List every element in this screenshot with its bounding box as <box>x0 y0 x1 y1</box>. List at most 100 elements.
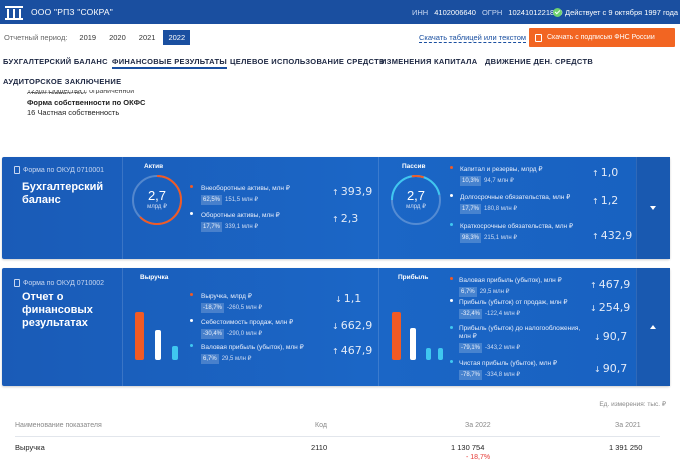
arrow-up-icon: ↑ <box>332 188 339 197</box>
item-value: 1,2 <box>600 194 619 207</box>
year-2022[interactable]: 2022 <box>163 29 191 45</box>
series-dot <box>450 277 453 280</box>
item-share: 98,3% <box>460 233 482 243</box>
assets-item-1[interactable]: Оборотные активы, млн ₽ 17,7% 339,1 млн ₽ <box>201 212 280 232</box>
profit-item-2[interactable]: Прибыль (убыток) до налогообложения, млн… <box>459 325 584 353</box>
assets-item-0-value: ↑ 393,9 <box>332 185 372 198</box>
balance-title: Бухгалтерский баланс <box>22 181 104 206</box>
profit-title: Прибыль <box>398 274 429 281</box>
results-form-text: Форма по ОКУД 0710002 <box>23 279 105 287</box>
series-dot <box>450 194 453 197</box>
liabilities-ring-unit: млрд ₽ <box>406 204 426 210</box>
period-label: Отчетный период: <box>4 32 68 42</box>
document-icon <box>14 279 20 287</box>
liabilities-ring-label: 2,7 млрд ₽ <box>388 188 444 210</box>
net-profit-bar <box>438 348 443 360</box>
tab-financial-results[interactable]: ФИНАНСОВЫЕ РЕЗУЛЬТАТЫ <box>112 57 228 69</box>
table-header: Наименование показателя Код За 2022 За 2… <box>15 422 660 437</box>
assets-item-0[interactable]: Внеоборотные активы, млн ₽ 62,5% 151,5 мл… <box>201 185 290 205</box>
company-info: 12300 Общества с ограниченной ответствен… <box>27 90 145 118</box>
row-2022: 1 130 754 <box>451 443 485 452</box>
revenue-item-1[interactable]: Себестоимость продаж, млн ₽ -30,4% -290,0… <box>201 319 293 339</box>
liabilities-item-2[interactable]: Краткосрочные обязательства, млн ₽ 98,3%… <box>460 223 573 243</box>
item-share: 6,7% <box>459 287 477 297</box>
check-icon <box>553 7 562 17</box>
item-share: -30,4% <box>201 329 225 339</box>
item-label: Прибыль (убыток) до налогообложения, млн… <box>459 325 581 340</box>
company-logo-icon[interactable] <box>3 3 25 21</box>
item-value: 432,9 <box>600 229 633 242</box>
assets-ring-unit: млрд ₽ <box>147 204 167 210</box>
assets-item-1-value: ↑ 2,3 <box>332 212 358 225</box>
top-bar: ООО "РПЗ "СОКРА" ИНН 4102006640 ОГРН 102… <box>0 0 680 24</box>
inn-value: 4102006640 <box>434 7 476 17</box>
download-signed-button[interactable]: Скачать с подписью ФНС России <box>529 28 675 47</box>
item-value: 90,7 <box>602 362 628 375</box>
gross-profit-bar <box>172 346 178 360</box>
tab-target-use[interactable]: ЦЕЛЕВОЕ ИСПОЛЬЗОВАНИЕ СРЕДСТВ <box>230 57 385 66</box>
item-sub: -122,4 млн ₽ <box>485 311 521 317</box>
arrow-up-icon: ↑ <box>592 232 599 241</box>
item-value: 2,3 <box>340 212 359 225</box>
assets-ring-chart <box>132 175 182 225</box>
item-sub: 94,7 млн ₽ <box>484 178 514 184</box>
tab-capital-changes[interactable]: ИЗМЕНЕНИЯ КАПИТАЛА <box>381 57 478 66</box>
gross-profit-bar <box>392 312 401 360</box>
profit-item-1[interactable]: Прибыль (убыток) от продаж, млн ₽ -32,4%… <box>459 299 568 319</box>
item-sub: 339,1 млн ₽ <box>225 224 259 230</box>
revenue-item-0[interactable]: Выручка, млрд ₽ -18,7% -260,5 млн ₽ <box>201 293 262 313</box>
item-sub: -343,2 млн ₽ <box>485 345 521 351</box>
chevron-down-icon <box>650 206 656 210</box>
item-sub: -334,8 млн ₽ <box>485 372 521 378</box>
item-share: -18,7% <box>201 303 225 313</box>
tab-cash-flow[interactable]: ДВИЖЕНИЕ ДЕН. СРЕДСТВ <box>485 57 594 66</box>
balance-panel: Форма по ОКУД 0710001 Бухгалтерский бала… <box>2 157 670 259</box>
year-2020[interactable]: 2020 <box>109 32 126 42</box>
item-share: 6,7% <box>201 354 219 364</box>
item-value: 1,1 <box>343 292 362 305</box>
tab-audit[interactable]: АУДИТОРСКОЕ ЗАКЛЮЧЕНИЕ <box>3 77 122 86</box>
profit-item-0[interactable]: Валовая прибыль (убыток), млн ₽ 6,7% 29,5… <box>459 277 562 297</box>
revenue-item-2[interactable]: Валовая прибыль (убыток), млн ₽ 6,7% 29,5… <box>201 344 304 364</box>
series-dot <box>190 293 193 296</box>
item-label: Прибыль (убыток) от продаж, млн ₽ <box>459 299 568 306</box>
profit-item-3[interactable]: Чистая прибыль (убыток), млн ₽ -78,7% -33… <box>459 360 557 380</box>
arrow-up-icon: ↑ <box>592 169 599 178</box>
results-panel: Форма по ОКУД 0710002 Отчет о финансовых… <box>2 268 670 386</box>
divider <box>378 268 379 386</box>
item-value: 90,7 <box>602 330 628 343</box>
units-label: Ед. измерения: тыс. ₽ <box>599 401 666 408</box>
download-table-link[interactable]: Скачать таблицей или текстом <box>419 33 527 43</box>
arrow-up-icon: ↑ <box>590 281 597 290</box>
liabilities-ring-chart <box>391 175 441 225</box>
profit-item-3-value: ↓ 90,7 <box>594 362 627 375</box>
liabilities-item-0[interactable]: Капитал и резервы, млрд ₽ 10,3% 94,7 млн … <box>460 166 543 186</box>
arrow-down-icon: ↓ <box>590 304 597 313</box>
cost-bar <box>155 330 161 360</box>
item-sub: 215,1 млн ₽ <box>484 235 518 241</box>
item-value: 467,9 <box>598 278 631 291</box>
download-signed-label: Скачать с подписью ФНС России <box>547 34 655 41</box>
pretax-profit-bar <box>426 348 431 360</box>
profit-item-1-value: ↓ 254,9 <box>590 301 630 314</box>
info-cut-line: 12300 Общества с ограниченной ответствен… <box>27 90 135 94</box>
item-value: 393,9 <box>340 185 373 198</box>
series-dot <box>450 299 453 302</box>
year-2021[interactable]: 2021 <box>138 32 156 42</box>
item-label: Чистая прибыль (убыток), млн ₽ <box>459 360 558 367</box>
arrow-up-icon: ↑ <box>332 215 339 224</box>
balance-expand-button[interactable] <box>636 157 670 259</box>
series-dot <box>190 344 193 347</box>
year-2019[interactable]: 2019 <box>79 32 97 42</box>
item-value: 254,9 <box>598 301 631 314</box>
revenue-item-1-value: ↓ 662,9 <box>332 319 372 332</box>
item-label: Валовая прибыль (убыток), млн ₽ <box>459 277 562 284</box>
tab-balance[interactable]: БУХГАЛТЕРСКИЙ БАЛАНС <box>3 57 108 66</box>
liabilities-item-1[interactable]: Долгосрочные обязательства, млн ₽ 17,7% 1… <box>460 194 570 214</box>
item-sub: 180,8 млн ₽ <box>484 206 518 212</box>
item-label: Капитал и резервы, млрд ₽ <box>460 166 543 173</box>
profit-item-2-value: ↓ 90,7 <box>594 330 627 343</box>
arrow-up-icon: ↑ <box>592 197 599 206</box>
results-collapse-button[interactable] <box>636 268 670 386</box>
item-value: 467,9 <box>340 344 373 357</box>
